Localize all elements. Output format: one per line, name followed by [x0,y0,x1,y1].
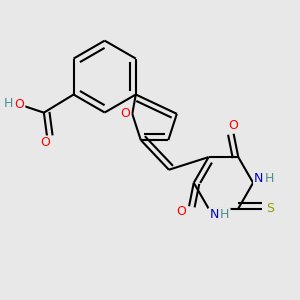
Text: N: N [209,208,219,221]
Text: H: H [220,208,230,221]
Text: O: O [40,136,50,149]
Text: O: O [15,98,24,111]
Text: H: H [4,97,13,110]
Text: O: O [229,119,238,132]
Text: S: S [266,202,274,215]
Text: H: H [265,172,274,184]
Text: N: N [254,172,263,184]
Text: O: O [121,107,130,120]
Text: O: O [176,206,186,218]
